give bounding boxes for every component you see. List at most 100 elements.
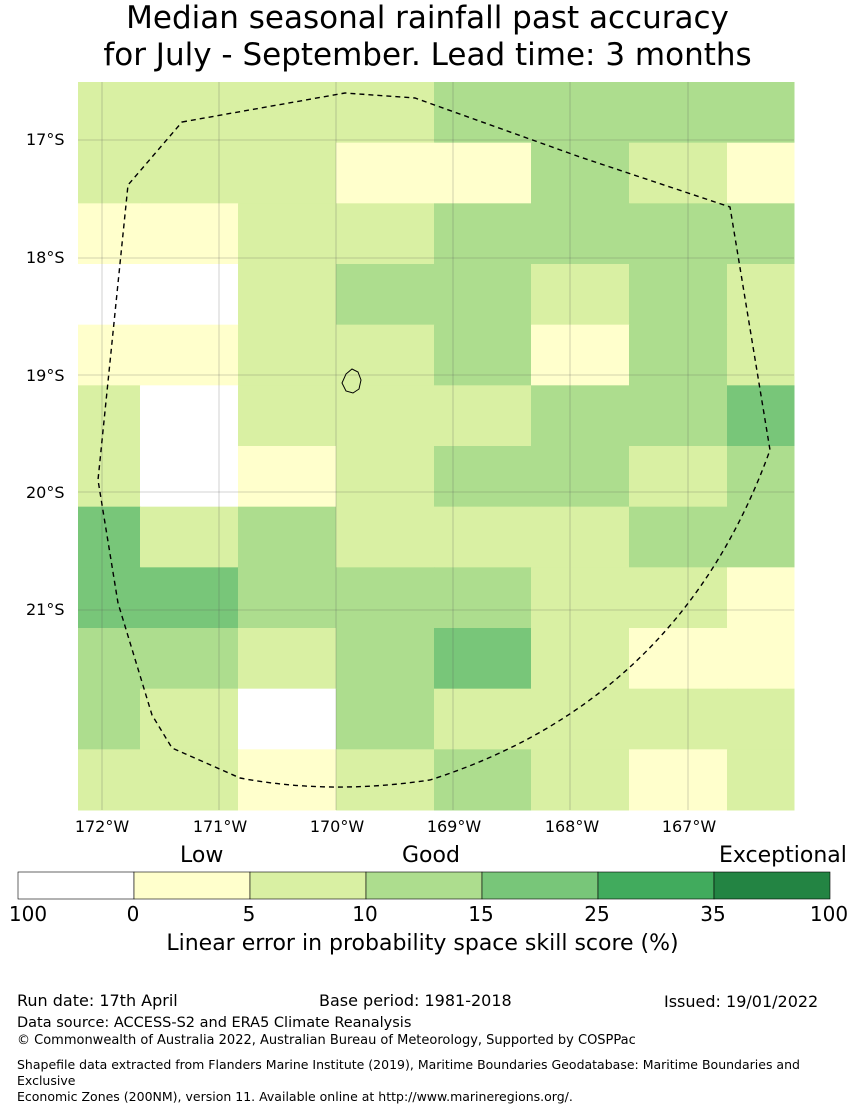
map-cell [238, 628, 337, 690]
map-cell [531, 688, 630, 750]
map-cells [78, 82, 795, 811]
map-cell [629, 264, 728, 326]
lon-label-171w: 171°W [192, 817, 248, 836]
map-cell [629, 628, 728, 690]
map-cell [238, 82, 337, 144]
shapefile-credit: Shapefile data extracted from Flanders M… [17, 1057, 847, 1105]
colorbar-tick-5: 25 [584, 902, 610, 926]
map-cell [140, 628, 239, 690]
lon-label-168w: 168°W [544, 817, 600, 836]
map-cell [727, 82, 795, 144]
map-cell [434, 567, 532, 629]
legend-category-low: Low [180, 843, 224, 868]
map-cell [336, 446, 435, 508]
legend-category-exceptional: Exceptional [719, 843, 847, 868]
map-cell [434, 203, 532, 265]
map-cell [140, 567, 239, 629]
map-cell [531, 567, 630, 629]
map-cell [531, 385, 630, 447]
map-cell [727, 203, 795, 265]
map-cell [78, 749, 141, 811]
map-cell [727, 446, 795, 508]
colorbar-tick-2: 5 [242, 902, 256, 926]
map-cell [434, 385, 532, 447]
map-cell [629, 203, 728, 265]
map-cell [78, 446, 141, 508]
colorbar-swatch [133, 871, 251, 900]
lon-label-170w: 170°W [309, 817, 365, 836]
map-cell [238, 142, 337, 204]
map-cell [531, 749, 630, 811]
map-cell [140, 324, 239, 386]
colorbar-swatch [249, 871, 367, 900]
lat-label-20s: 20°S [26, 483, 65, 502]
colorbar-tick-1: 0 [126, 902, 140, 926]
map-cell [629, 506, 728, 568]
map-cell [238, 446, 337, 508]
map-cell [531, 324, 630, 386]
map-cell [140, 142, 239, 204]
map-cell [140, 446, 239, 508]
map-cell [140, 385, 239, 447]
eez-boundary [97, 92, 771, 788]
map-cell [434, 749, 532, 811]
map-cell [238, 749, 337, 811]
map-cell [78, 264, 141, 326]
map-cell [531, 506, 630, 568]
map-cell [629, 749, 728, 811]
map-cell [140, 749, 239, 811]
map-cell [78, 142, 141, 204]
colorbar-swatch [17, 871, 135, 900]
map-cell [238, 567, 337, 629]
map-cell [238, 264, 337, 326]
map-cell [434, 446, 532, 508]
map-cell [629, 385, 728, 447]
map-cell [727, 628, 795, 690]
map-cell [531, 264, 630, 326]
map-cell [531, 82, 630, 144]
lon-label-167w: 167°W [661, 817, 717, 836]
map-cell [336, 264, 435, 326]
map-gridlines [78, 82, 794, 810]
colorbar [17, 871, 831, 900]
lat-label-18s: 18°S [26, 248, 65, 267]
map-cell [336, 324, 435, 386]
colorbar-swatch [481, 871, 599, 900]
map-cell [629, 82, 728, 144]
colorbar-caption: Linear error in probability space skill … [166, 931, 679, 956]
shapefile-credit-line-2: Economic Zones (200NM), version 11. Avai… [17, 1089, 573, 1104]
map-cell [336, 385, 435, 447]
colorbar-swatch [713, 871, 831, 900]
map-cell [629, 324, 728, 386]
lon-label-169w: 169°W [426, 817, 482, 836]
colorbar-tick-7: 100 [809, 902, 849, 926]
map-cell [336, 628, 435, 690]
lat-label-17s: 17°S [26, 130, 65, 149]
map-cell [434, 264, 532, 326]
map-cell [434, 142, 532, 204]
map-cell [78, 506, 141, 568]
map-cell [336, 567, 435, 629]
map-cell [238, 385, 337, 447]
map-cell [629, 142, 728, 204]
colorbar-swatch [597, 871, 715, 900]
colorbar-tick-6: 35 [700, 902, 726, 926]
map-cell [140, 82, 239, 144]
map-cell [140, 506, 239, 568]
map-cell [434, 324, 532, 386]
map-cell [78, 567, 141, 629]
map-cell [629, 446, 728, 508]
lon-label-172w: 172°W [74, 817, 130, 836]
colorbar-tick-0: 100 [8, 902, 48, 926]
map-cell [434, 82, 532, 144]
map-cell [531, 142, 630, 204]
map-cell [78, 82, 141, 144]
map-cell [238, 688, 337, 750]
skill-map [78, 82, 795, 811]
base-period: Base period: 1981-2018 [319, 991, 512, 1010]
title-line-2: for July - September. Lead time: 3 month… [103, 37, 752, 73]
map-cell [78, 203, 141, 265]
map-cell [434, 628, 532, 690]
map-cell [531, 446, 630, 508]
data-source: Data source: ACCESS-S2 and ERA5 Climate … [17, 1015, 412, 1031]
